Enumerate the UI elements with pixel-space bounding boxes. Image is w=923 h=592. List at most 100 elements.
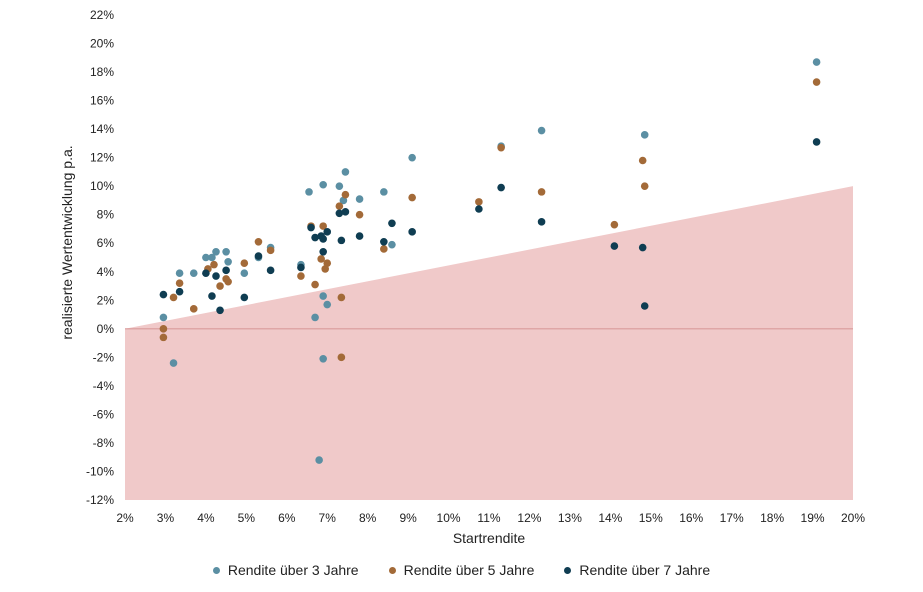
legend: Rendite über 3 Jahre Rendite über 5 Jahr… <box>0 562 923 578</box>
scatter-point-series-1 <box>317 255 325 263</box>
scatter-chart: 22% 20% 18% 16% 14% 12% 10% 8% 6% 4% 2% 0% -2% -4% -6%… <box>59 8 865 546</box>
x-tick-label: 17% <box>720 511 744 525</box>
y-tick-label: -4% <box>93 379 115 393</box>
scatter-point-series-0 <box>323 300 332 309</box>
scatter-point-series-0 <box>159 313 168 322</box>
scatter-point-series-0 <box>315 456 323 464</box>
scatter-point-series-1 <box>254 238 263 246</box>
y-tick-label: 14% <box>90 122 114 136</box>
scatter-point-series-1 <box>319 222 327 230</box>
scatter-point-series-1 <box>189 305 198 313</box>
y-tick-label: 22% <box>90 8 114 22</box>
x-tick-label: 18% <box>760 511 784 525</box>
scatter-point-series-1 <box>159 325 168 333</box>
scatter-point-series-2 <box>335 209 344 218</box>
scatter-point-series-2 <box>297 263 305 272</box>
scatter-point-series-1 <box>475 198 483 206</box>
x-axis-title: Startrendite <box>453 530 526 546</box>
scatter-point-series-2 <box>202 269 210 277</box>
scatter-point-series-2 <box>638 243 647 252</box>
scatter-point-series-1 <box>297 272 305 280</box>
x-tick-label: 10% <box>437 511 461 525</box>
scatter-point-series-2 <box>311 233 319 242</box>
scatter-point-series-0 <box>305 188 313 196</box>
y-tick-label: 4% <box>97 265 115 279</box>
scatter-point-series-2 <box>159 290 168 299</box>
x-tick-label: 20% <box>841 511 865 525</box>
scatter-point-series-1 <box>337 353 346 362</box>
scatter-point-series-1 <box>224 277 232 286</box>
scatter-point-series-0 <box>339 196 348 205</box>
scatter-point-series-0 <box>224 257 232 266</box>
scatter-point-series-0 <box>319 292 327 300</box>
scatter-point-series-0 <box>189 269 198 277</box>
scatter-point-series-1 <box>408 193 416 202</box>
scatter-point-series-2 <box>408 228 416 236</box>
legend-dot-7-jahre <box>564 566 572 574</box>
y-tick-label: 12% <box>90 151 114 165</box>
scatter-point-series-2 <box>812 138 821 146</box>
scatter-point-series-0 <box>319 180 327 189</box>
scatter-point-series-2 <box>497 183 505 192</box>
x-tick-label: 6% <box>278 511 296 525</box>
scatter-point-series-2 <box>208 292 216 300</box>
x-tick-label: 11% <box>477 511 500 525</box>
y-tick-label: -8% <box>93 436 115 450</box>
scatter-point-series-2 <box>307 223 315 232</box>
scatter-point-series-0 <box>169 359 178 367</box>
y-tick-label: -6% <box>93 407 115 421</box>
legend-dot-3-jahre <box>212 566 220 574</box>
scatter-point-series-0 <box>202 253 210 262</box>
scatter-point-series-2 <box>319 235 327 243</box>
scatter-point-series-2 <box>266 266 275 275</box>
scatter-point-series-2 <box>216 306 224 315</box>
scatter-point-series-2 <box>254 252 263 260</box>
scatter-point-series-0 <box>212 247 220 256</box>
scatter-point-series-1 <box>321 265 330 273</box>
x-tick-label: 4% <box>197 511 215 525</box>
scatter-point-series-1 <box>610 220 619 229</box>
y-tick-label: 10% <box>90 179 114 193</box>
y-axis-title: realisierte Wertentwicklung p.a. <box>59 145 75 339</box>
scatter-point-series-0 <box>341 168 350 176</box>
x-tick-label: 14% <box>598 511 622 525</box>
y-tick-label: 0% <box>97 322 115 336</box>
legend-item-3-jahre: Rendite über 3 Jahre <box>212 562 359 578</box>
scatter-point-series-1 <box>169 293 178 302</box>
scatter-point-series-0 <box>537 126 546 135</box>
scatter-point-series-2 <box>337 236 346 245</box>
x-tick-label: 12% <box>517 511 541 525</box>
scatter-point-series-0 <box>335 182 344 190</box>
x-tick-label: 16% <box>679 511 703 525</box>
scatter-point-series-2 <box>475 205 483 213</box>
scatter-point-series-0 <box>240 269 249 277</box>
y-tick-label: -12% <box>86 493 114 507</box>
scatter-point-series-2 <box>380 238 388 246</box>
scatter-point-series-1 <box>240 259 249 268</box>
shaded-region <box>125 186 853 501</box>
legend-label-3-jahre: Rendite über 3 Jahre <box>227 562 359 578</box>
y-tick-label: 18% <box>90 65 114 79</box>
scatter-point-series-2 <box>323 228 332 236</box>
scatter-point-series-1 <box>812 78 821 86</box>
data-points <box>159 58 821 464</box>
scatter-point-series-0 <box>311 313 319 322</box>
scatter-point-series-1 <box>355 210 364 219</box>
x-tick-label: 13% <box>558 511 582 525</box>
y-tick-label: 20% <box>90 37 114 51</box>
scatter-point-series-2 <box>355 232 364 240</box>
scatter-point-series-2 <box>610 242 619 250</box>
scatter-point-series-2 <box>175 287 184 296</box>
scatter-point-series-1 <box>380 245 388 253</box>
scatter-point-series-2 <box>319 247 327 256</box>
scatter-point-series-0 <box>355 195 364 203</box>
y-tick-label: 8% <box>97 208 115 222</box>
scatter-point-series-0 <box>222 247 230 256</box>
scatter-point-series-2 <box>537 218 546 226</box>
scatter-point-series-1 <box>337 293 346 302</box>
x-axis-ticks: 2% 3% 4% 5% 6% 7% 8% 9% 10% 11% 12% 13% 14% 15% 16% 17%… <box>116 511 865 525</box>
y-tick-label: -2% <box>93 350 115 364</box>
scatter-point-series-2 <box>640 302 649 310</box>
scatter-point-series-1 <box>159 333 168 342</box>
x-tick-label: 8% <box>359 511 377 525</box>
